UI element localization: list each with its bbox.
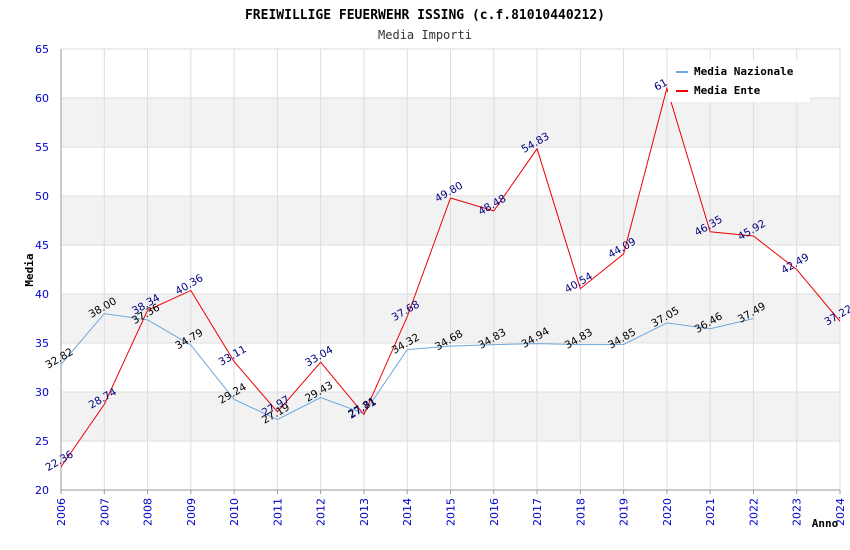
x-tick-label: 2011 (271, 498, 284, 526)
y-tick-label: 60 (35, 92, 49, 105)
series-line-0 (60, 313, 754, 421)
x-tick-label: 2024 (834, 498, 847, 526)
y-tick-label: 35 (35, 337, 49, 350)
legend-label-ente: Media Ente (694, 84, 761, 97)
x-tick-label: 2020 (661, 498, 674, 526)
x-tick-label: 2008 (142, 498, 155, 526)
y-tick-label: 30 (35, 386, 49, 399)
y-tick-label: 55 (35, 141, 49, 154)
x-axis-label: Anno (812, 517, 839, 530)
y-tick-label: 45 (35, 239, 49, 252)
x-tick-label: 2015 (445, 498, 458, 526)
x-tick-label: 2010 (228, 498, 241, 526)
x-tick-label: 2007 (98, 498, 111, 526)
x-tick-label: 2022 (747, 498, 760, 526)
x-tick-label: 2016 (488, 498, 501, 526)
x-tick-label: 2012 (315, 498, 328, 526)
x-tick-label: 2014 (401, 498, 414, 526)
y-tick-label: 25 (35, 435, 49, 448)
chart-subtitle: Media Importi (378, 28, 472, 42)
axes: 20 25 30 35 40 45 50 55 60 65 2006 2007 2008 2009 2010… (35, 43, 847, 526)
series-lines (60, 86, 841, 468)
x-tick-label: 2018 (574, 498, 587, 526)
series-line-1 (60, 86, 841, 468)
x-tick-label: 2023 (791, 498, 804, 526)
x-tick-label: 2019 (618, 498, 631, 526)
y-tick-label: 40 (35, 288, 49, 301)
legend-label-nazionale: Media Nazionale (694, 65, 794, 78)
y-tick-label: 65 (35, 43, 49, 56)
chart-title: FREIWILLIGE FEUERWEHR ISSING (c.f.810104… (245, 8, 605, 23)
legend-box (668, 60, 810, 102)
x-tick-label: 2017 (531, 498, 544, 526)
y-axis-label: Media (23, 253, 36, 286)
x-tick-label: 2006 (55, 498, 68, 526)
x-tick-label: 2021 (704, 498, 717, 526)
y-tick-label: 50 (35, 190, 49, 203)
x-tick-label: 2009 (185, 498, 198, 526)
x-tick-label: 2013 (358, 498, 371, 526)
legend: Media Nazionale Media Ente (668, 60, 810, 102)
y-tick-label: 20 (35, 484, 49, 497)
